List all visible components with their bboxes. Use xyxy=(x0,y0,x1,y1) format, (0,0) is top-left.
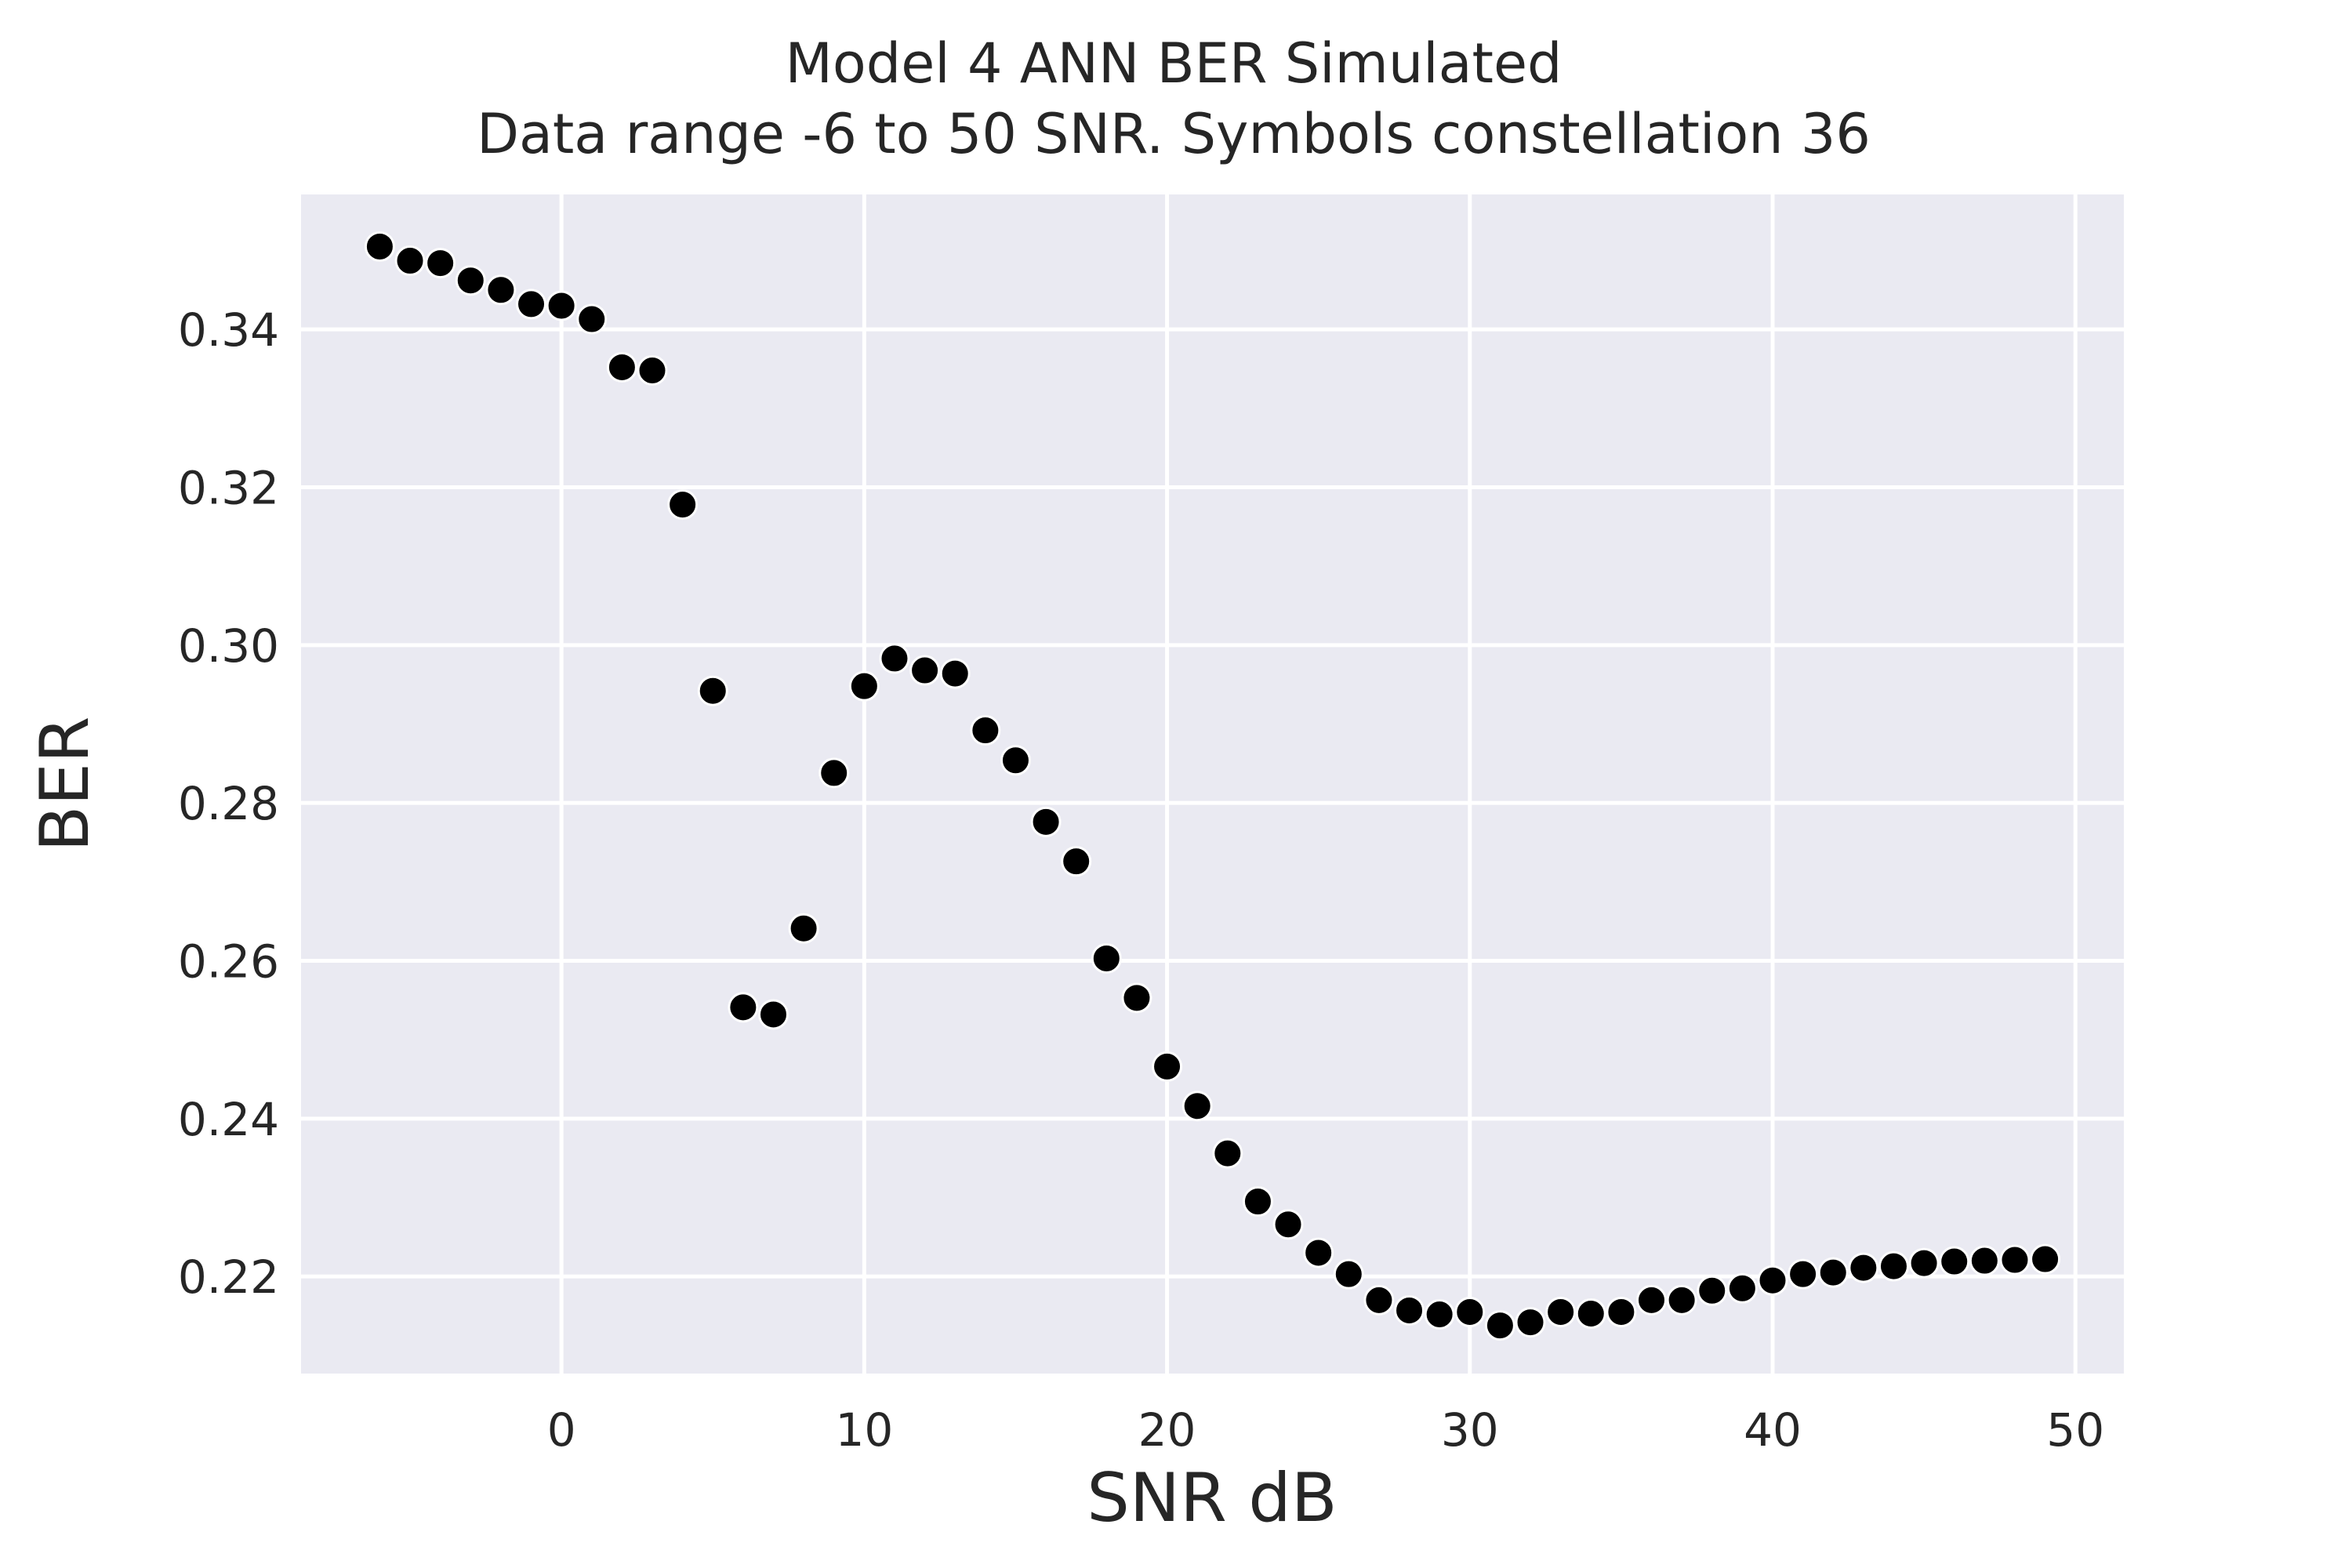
data-point xyxy=(1181,1091,1213,1122)
data-point xyxy=(818,757,850,789)
data-points xyxy=(364,230,2061,1341)
tick-labels: 0 10 20 30 40 50 0.22 0.24 0.26 0.28 0.30 0.32 0.34 xyxy=(178,303,2104,1457)
y-axis-label: BER xyxy=(26,716,104,851)
chart-subtitle: Data range -6 to 50 SNR. Symbols constel… xyxy=(477,102,1871,166)
x-tick-label: 10 xyxy=(835,1403,893,1457)
data-point xyxy=(1121,982,1152,1014)
data-point xyxy=(1939,1246,1970,1277)
data-point xyxy=(394,245,426,277)
data-point xyxy=(1848,1252,1879,1283)
chart-title: Model 4 ANN BER Simulated xyxy=(786,31,1563,96)
data-point xyxy=(1999,1244,2031,1276)
data-point xyxy=(1061,846,1092,877)
data-point xyxy=(1788,1258,1819,1290)
data-point xyxy=(1515,1307,1546,1338)
data-point xyxy=(1454,1296,1486,1327)
data-point xyxy=(848,670,880,702)
data-point xyxy=(1152,1051,1183,1082)
data-point xyxy=(1212,1138,1243,1169)
data-point xyxy=(970,715,1001,746)
data-point xyxy=(1697,1275,1728,1306)
data-point xyxy=(1424,1298,1455,1330)
data-point xyxy=(1000,745,1031,776)
data-point xyxy=(2030,1243,2061,1275)
data-point xyxy=(1636,1284,1668,1316)
data-point xyxy=(606,351,637,383)
data-point xyxy=(425,248,456,279)
data-point xyxy=(546,290,577,321)
x-tick-label: 0 xyxy=(547,1403,576,1457)
data-point xyxy=(576,303,608,335)
x-axis-label: SNR dB xyxy=(1087,1459,1338,1537)
data-point xyxy=(1363,1284,1395,1316)
y-tick-label: 0.22 xyxy=(178,1250,279,1304)
data-point xyxy=(1545,1296,1577,1327)
data-point xyxy=(364,230,395,262)
data-point xyxy=(1575,1298,1606,1329)
data-point xyxy=(1726,1272,1758,1304)
data-point xyxy=(1333,1258,1364,1290)
y-tick-label: 0.34 xyxy=(178,303,279,357)
y-tick-label: 0.26 xyxy=(178,935,279,988)
data-point xyxy=(485,274,517,306)
data-point xyxy=(1878,1250,1909,1282)
data-point xyxy=(939,658,971,689)
data-point xyxy=(1091,942,1122,974)
y-tick-label: 0.24 xyxy=(178,1093,279,1146)
x-tick-label: 50 xyxy=(2046,1403,2104,1457)
data-point xyxy=(1030,806,1062,837)
data-point xyxy=(697,675,728,706)
data-point xyxy=(1666,1284,1697,1316)
data-point xyxy=(728,992,759,1023)
data-point xyxy=(455,265,486,296)
y-tick-label: 0.28 xyxy=(178,777,279,830)
x-tick-label: 40 xyxy=(1744,1403,1802,1457)
data-point xyxy=(1242,1186,1273,1218)
data-point xyxy=(909,655,941,686)
data-point xyxy=(1757,1265,1788,1296)
data-point xyxy=(1606,1296,1637,1327)
data-point xyxy=(516,289,547,320)
data-point xyxy=(667,489,699,521)
data-point xyxy=(1969,1245,2000,1276)
data-point xyxy=(757,999,789,1030)
y-tick-label: 0.30 xyxy=(178,619,279,673)
x-tick-label: 20 xyxy=(1138,1403,1196,1457)
data-point xyxy=(1303,1237,1334,1269)
data-point xyxy=(1394,1294,1425,1326)
y-tick-label: 0.32 xyxy=(178,461,279,514)
data-point xyxy=(637,354,668,386)
gridlines xyxy=(301,194,2124,1374)
data-point xyxy=(1908,1247,1940,1279)
data-point xyxy=(1817,1257,1849,1288)
data-point xyxy=(1484,1310,1515,1341)
plot-area xyxy=(301,194,2124,1374)
data-point xyxy=(1272,1209,1304,1240)
data-point xyxy=(788,913,819,944)
x-tick-label: 30 xyxy=(1441,1403,1499,1457)
data-point xyxy=(879,643,910,674)
